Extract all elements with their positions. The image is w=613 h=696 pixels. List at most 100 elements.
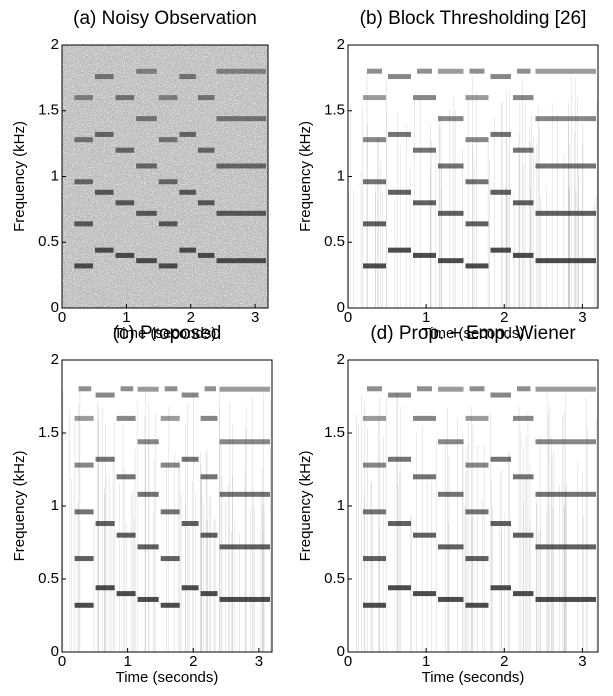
spectrogram-partial <box>438 163 464 169</box>
spectrogram-partial <box>179 131 196 137</box>
spectrogram-partial <box>535 68 596 74</box>
spectrogram-partial <box>74 462 94 468</box>
y-tick-label: 2 <box>337 36 345 53</box>
y-tick-label: 1.5 <box>324 102 345 119</box>
y-tick-label: 2 <box>51 351 59 368</box>
spectrogram-partial <box>200 415 218 421</box>
y-axis-label: Frequency (kHz) <box>297 121 314 232</box>
y-tick-label: 1.5 <box>324 424 345 441</box>
chart-title: (d) Prop. + Emp. Wiener <box>370 323 576 344</box>
spectrogram-partial <box>200 532 218 538</box>
spectrogram-partial <box>116 532 136 538</box>
spectrogram-partial <box>363 221 386 227</box>
spectrogram-partial <box>74 602 94 608</box>
spectrogram-partial <box>413 252 436 258</box>
spectrogram-partial <box>465 95 489 101</box>
spectrogram-partial <box>513 591 534 597</box>
spectrogram-partial <box>179 74 196 80</box>
spectrogram-partial <box>388 456 411 462</box>
spectrogram-partial <box>388 189 411 195</box>
spectrogram-bg <box>348 45 598 308</box>
spectrogram-partial <box>116 415 136 421</box>
x-tick-label: 3 <box>578 653 586 670</box>
spectrogram-partial <box>469 386 485 392</box>
x-axis-label: Time (seconds) <box>116 669 219 686</box>
y-tick-label: 0.5 <box>324 570 345 587</box>
spectrogram-partial <box>469 68 485 74</box>
spectrogram-partial <box>94 247 114 253</box>
y-tick-label: 0.5 <box>38 233 59 250</box>
spectrogram-partial <box>465 179 489 185</box>
spectrogram-partial <box>513 147 534 153</box>
spectrogram-partial <box>513 95 534 101</box>
spectrogram-partial <box>200 591 218 597</box>
spectrogram-partial <box>413 95 436 101</box>
x-tick-label: 2 <box>187 309 195 326</box>
x-tick-label: 3 <box>578 309 586 326</box>
spectrogram-partial <box>388 392 411 398</box>
x-axis-label: Time (seconds) <box>114 325 217 342</box>
spectrogram-partial <box>197 252 215 258</box>
y-axis-label: Frequency (kHz) <box>11 451 28 562</box>
spectrogram-partial <box>363 415 386 421</box>
y-tick-label: 0.5 <box>38 570 59 587</box>
spectrogram-partial <box>465 263 489 269</box>
spectrogram-partial <box>137 439 159 445</box>
spectrogram-partial <box>363 263 386 269</box>
x-tick-label: 0 <box>344 653 352 670</box>
y-axis-label: Frequency (kHz) <box>297 451 314 562</box>
spectrogram-partial <box>219 491 270 497</box>
spectrogram-partial <box>465 137 489 143</box>
spectrogram-partial <box>535 439 596 445</box>
spectrogram-partial <box>535 163 596 169</box>
chart-title: (c) Proposed <box>113 323 222 344</box>
spectrogram-partial <box>363 95 386 101</box>
spectrogram-partial <box>136 116 157 122</box>
spectrogram-partial <box>74 263 93 269</box>
spectrogram-partial <box>158 179 178 185</box>
chart-title: (a) Noisy Observation <box>73 8 257 29</box>
spectrogram-partial <box>535 116 596 122</box>
spectrogram-partial <box>465 509 489 515</box>
spectrogram-partial <box>164 386 178 392</box>
spectrogram-image <box>62 45 268 308</box>
spectrogram-partial <box>413 532 436 538</box>
spectrogram-partial <box>160 602 180 608</box>
spectrogram-partial <box>388 585 411 591</box>
spectrogram-partial <box>490 247 511 253</box>
x-tick-label: 2 <box>500 309 508 326</box>
spectrogram-partial <box>513 474 534 480</box>
spectrogram-partial <box>116 474 136 480</box>
spectrogram-partial <box>197 147 215 153</box>
chart-title: (b) Block Thresholding [26] <box>360 8 587 29</box>
spectrogram-partial <box>74 415 94 421</box>
spectrogram-partial <box>388 521 411 527</box>
spectrogram-partial <box>116 591 136 597</box>
spectrogram-partial <box>95 521 115 527</box>
spectrogram-partial <box>513 200 534 206</box>
spectrogram-partial <box>137 544 159 550</box>
spectrogram-partial <box>94 74 114 80</box>
spectrogram-image <box>348 360 598 652</box>
spectrogram-partial <box>94 189 114 195</box>
spectrogram-partial <box>438 491 464 497</box>
spectrogram-partial <box>181 456 199 462</box>
spectrogram-partial <box>204 386 216 392</box>
spectrogram-partial <box>115 252 135 258</box>
x-tick-label: 1 <box>422 653 430 670</box>
spectrogram-partial <box>74 179 93 185</box>
y-tick-label: 0 <box>51 299 59 316</box>
spectrogram-partial <box>158 137 178 143</box>
x-tick-label: 2 <box>500 653 508 670</box>
spectrogram-partial <box>465 462 489 468</box>
spectrogram-partial <box>363 509 386 515</box>
spectrogram-partial <box>216 68 266 74</box>
spectrogram-partial <box>363 462 386 468</box>
spectrogram-partial <box>417 386 432 392</box>
x-tick-label: 0 <box>58 653 66 670</box>
spectrogram-partial <box>490 521 511 527</box>
spectrogram-partial <box>95 585 115 591</box>
spectrogram-partial <box>160 462 180 468</box>
spectrogram-partial <box>136 258 157 264</box>
spectrogram-partial <box>181 521 199 527</box>
